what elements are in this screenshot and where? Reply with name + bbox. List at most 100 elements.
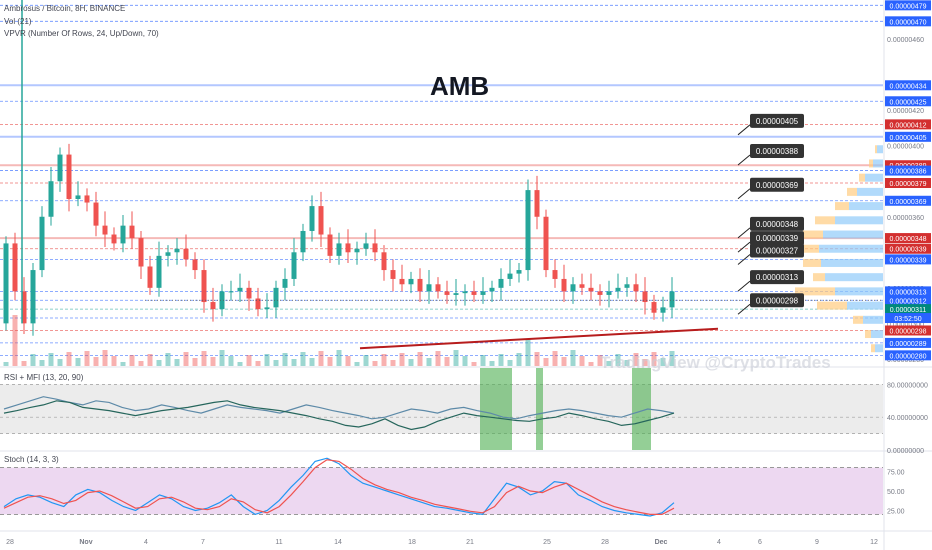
- price-label: 0.00000298: [885, 325, 931, 336]
- candle-body: [408, 278, 414, 285]
- candle-body: [255, 298, 261, 310]
- candle-body: [57, 154, 63, 182]
- callout-pointer: [737, 124, 751, 136]
- candle-body: [570, 284, 576, 292]
- volume-bar: [669, 351, 675, 366]
- candle-body: [102, 225, 108, 235]
- volume-bar: [363, 355, 369, 366]
- volume-bar: [651, 352, 657, 366]
- vpvr-bar-down: [817, 301, 847, 310]
- price-label: 03:52:50: [885, 313, 931, 324]
- price-label: 0.00000339: [885, 243, 931, 254]
- mfi-oversold-zone: [536, 368, 543, 450]
- vpvr-bar-down: [803, 258, 821, 267]
- x-axis-tick: 21: [466, 539, 474, 546]
- volume-bar: [228, 356, 234, 366]
- candle-body: [300, 230, 306, 253]
- vpvr-bar-up: [835, 287, 883, 296]
- price-label-box: [885, 295, 931, 306]
- candle-body: [525, 190, 531, 271]
- volume-bar: [534, 352, 540, 366]
- price-label-box: [885, 337, 931, 348]
- price-label-box: [885, 286, 931, 297]
- price-axis-tick: 0.00000280: [887, 357, 924, 364]
- price-label: 0.00000405: [885, 131, 931, 142]
- price-label-box: [885, 350, 931, 361]
- vpvr-bar-down: [835, 202, 849, 211]
- volume-bar: [210, 357, 216, 366]
- callout-box: [750, 293, 804, 308]
- price-label: 0.00000412: [885, 119, 931, 130]
- vpvr-bar-down: [803, 230, 823, 239]
- candle-body: [201, 270, 207, 303]
- x-axis-tick: 7: [201, 539, 205, 546]
- volume-bar: [381, 354, 387, 366]
- candle-body: [156, 255, 162, 288]
- price-label-box: [885, 325, 931, 336]
- price-callout: 0.00000348: [737, 216, 804, 239]
- rsi-mfi-header: RSI + MFI (13, 20, 90): [4, 373, 84, 382]
- candle-body: [210, 302, 216, 310]
- candle-body: [165, 252, 171, 256]
- vpvr-bar-up: [865, 173, 883, 182]
- vpvr-bar-down: [859, 173, 865, 182]
- vpvr-bar-down: [869, 159, 873, 168]
- x-axis-tick: 4: [717, 539, 721, 546]
- candle-body: [327, 234, 333, 256]
- price-label: 0.00000348: [885, 233, 931, 244]
- volume-bar: [75, 358, 81, 366]
- price-axis-tick: 0.00000460: [887, 37, 924, 44]
- callout-box: [750, 177, 804, 192]
- volume-bar: [660, 358, 666, 366]
- price-label-box: [885, 254, 931, 265]
- mfi-line: [3, 400, 675, 431]
- callout-box: [750, 231, 804, 246]
- x-axis-tick: 11: [275, 539, 282, 546]
- callout-text: 0.00000388: [756, 147, 799, 156]
- price-label-box: [885, 0, 931, 11]
- x-axis-tick: Dec: [655, 539, 668, 546]
- vpvr-bar-up: [819, 244, 883, 253]
- rsi-axis-tick: 0.00000000: [887, 448, 924, 455]
- candle-body: [84, 195, 90, 203]
- price-label: 0.00000289: [885, 337, 931, 348]
- price-label-text: 0.00000369: [890, 199, 927, 206]
- volume-bar: [282, 353, 288, 366]
- volume-bar: [237, 362, 243, 366]
- support-trendline: [359, 327, 719, 350]
- price-label: 0.00000479: [885, 0, 931, 10]
- vpvr-bar-up: [873, 159, 883, 168]
- volume-bar: [516, 353, 522, 366]
- callout-box: [750, 113, 804, 128]
- volume-bar: [129, 355, 135, 366]
- volume-bar: [561, 357, 567, 366]
- volume-bar: [66, 352, 72, 366]
- price-label-box: [885, 304, 931, 315]
- volume-bar: [57, 359, 63, 366]
- candle-body: [30, 270, 36, 324]
- price-label: 0.00000313: [885, 286, 931, 297]
- vpvr-indicator-header: VPVR (Number Of Rows, 24, Up/Down, 70): [4, 29, 159, 38]
- price-label-text: 0.00000425: [890, 99, 927, 106]
- vpvr-bar-up: [849, 202, 883, 211]
- volume-bar: [435, 351, 441, 366]
- candle-body: [309, 206, 315, 231]
- candle-body: [660, 307, 666, 313]
- candle-body: [219, 291, 225, 310]
- price-label-text: 0.00000434: [890, 83, 927, 90]
- candle-body: [615, 287, 621, 292]
- candle-body: [363, 243, 369, 249]
- volume-bar: [642, 359, 648, 366]
- candle-body: [75, 195, 81, 199]
- volume-bar: [417, 352, 423, 366]
- stoch-axis-tick: 25.00: [887, 509, 905, 516]
- candle-body: [489, 287, 495, 292]
- volume-bar: [219, 350, 225, 366]
- chart-title: AMB: [430, 71, 490, 101]
- volume-bar: [102, 350, 108, 366]
- candle-body: [237, 287, 243, 292]
- price-label-text: 0.00000479: [890, 3, 927, 10]
- price-label-text: 0.00000311: [890, 307, 927, 314]
- volume-indicator-header: Vol (21): [4, 17, 32, 26]
